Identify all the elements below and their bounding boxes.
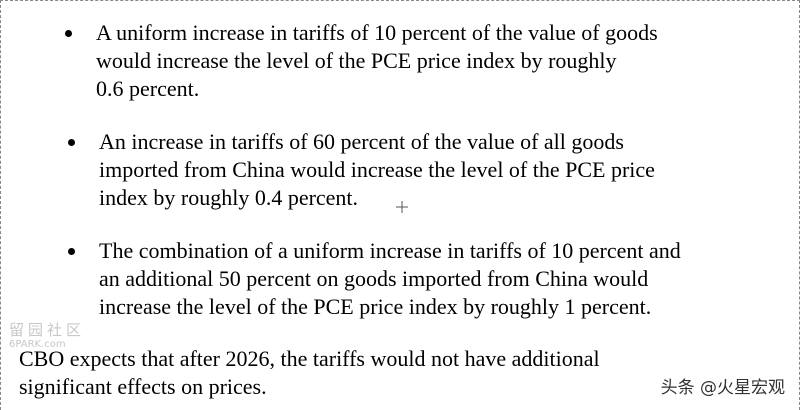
bullet-line: The combination of a uniform increase in…	[99, 238, 681, 263]
bullet-line: an additional 50 percent on goods import…	[99, 266, 649, 291]
watermark-site: 6PARK.com	[9, 339, 66, 350]
brand-label: 头条 @火星宏观	[660, 378, 785, 398]
watermark-name: 留园社区	[9, 321, 86, 339]
bullet-line: would increase the level of the PCE pric…	[96, 48, 617, 73]
cursor	[396, 201, 408, 213]
bullet-line: A uniform increase in tariffs of 10 perc…	[96, 20, 658, 45]
bullet-line: 0.6 percent.	[96, 76, 200, 101]
bullet-line: increase the level of the PCE price inde…	[99, 294, 652, 319]
paragraph-line: CBO expects that after 2026, the tariffs…	[19, 346, 600, 371]
bullet-line: An increase in tariffs of 60 percent of …	[99, 129, 624, 154]
bullet-dot	[65, 30, 72, 37]
bullet-line: index by roughly 0.4 percent.	[99, 185, 359, 210]
bullet-line: imported from China would increase the l…	[99, 157, 655, 182]
paragraph-line: significant effects on prices.	[19, 374, 267, 399]
bullet-dot	[68, 139, 75, 146]
bullet-dot	[68, 248, 75, 255]
